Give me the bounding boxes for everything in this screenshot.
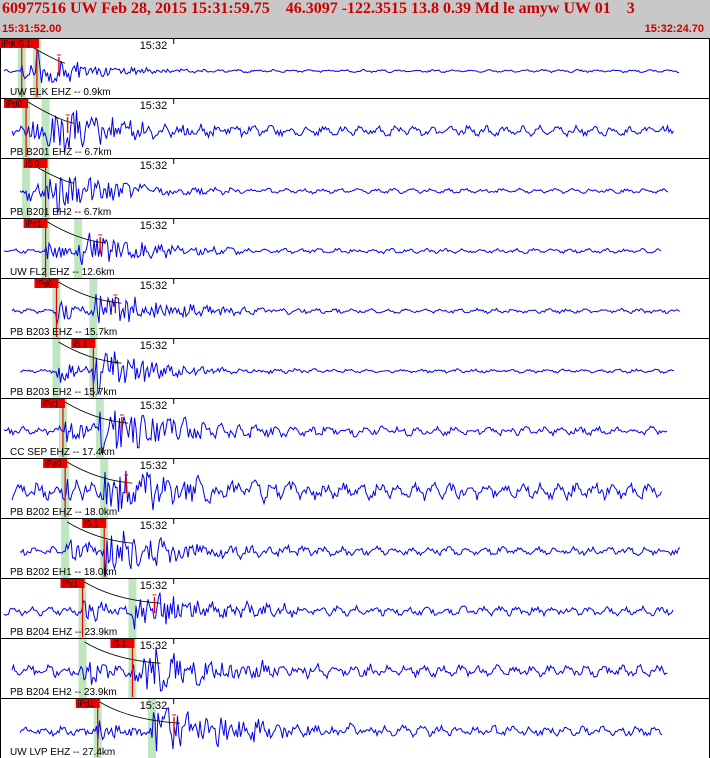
minute-label: 15:32	[140, 340, 168, 352]
s-pick-label: iS 1	[17, 40, 31, 49]
p-pick-flag[interactable]	[75, 699, 100, 708]
travel-time-curve	[84, 581, 161, 604]
s-pick-flag[interactable]	[110, 639, 135, 648]
s-window-highlight	[128, 579, 137, 638]
p-pick-label: iPd1	[78, 700, 95, 709]
event-title: 60977516 UW Feb 28, 2015 15:31:59.75 46.…	[2, 0, 635, 17]
station-label: CC SEP EHZ -- 17.4km	[10, 447, 115, 458]
minute-label: 15:32	[140, 400, 168, 412]
minute-label: 15:32	[140, 640, 168, 652]
p-pick-flag[interactable]	[43, 459, 68, 468]
station-label: PB B203 EH2 -- 15.7km	[10, 387, 117, 398]
station-label: PB B202 EH1 -- 18.0km	[10, 567, 117, 578]
minute-label: 15:32	[140, 280, 168, 292]
minute-label: 15:32	[140, 580, 168, 592]
s-pick-label: iS 0	[26, 160, 40, 169]
p-pick-label: iPd0	[6, 100, 23, 109]
p-pick-flag[interactable]	[0, 39, 24, 48]
s-pick-label: iS 1	[73, 340, 87, 349]
travel-time-curve	[27, 101, 74, 124]
s-pick-flag[interactable]	[71, 339, 96, 348]
waveform-trace[interactable]	[11, 110, 674, 153]
waveform-trace[interactable]	[3, 232, 662, 266]
p-pick-flag[interactable]	[23, 219, 48, 228]
window-start-time: 15:31:52.00	[2, 23, 62, 35]
p-pick-label: iPc1	[63, 580, 79, 589]
s-pick-flag[interactable]	[82, 519, 107, 528]
station-label: PB B203 EHZ -- 15.7km	[10, 327, 117, 338]
travel-time-curve	[58, 341, 122, 364]
s-window-highlight	[41, 99, 50, 158]
s-window-highlight	[95, 399, 104, 458]
waveform-trace[interactable]	[19, 176, 669, 214]
p-pick-label: iPc1	[26, 220, 42, 229]
waveform-trace[interactable]	[3, 49, 680, 84]
station-label: PB B204 EHZ -- 23.9km	[10, 627, 117, 638]
event-header: 60977516 UW Feb 28, 2015 15:31:59.75 46.…	[0, 0, 710, 38]
p-pick-flag[interactable]	[4, 99, 29, 108]
travel-time-curve	[66, 521, 133, 544]
station-label: UW LVP EHZ -- 27.4km	[10, 747, 115, 758]
minute-label: 15:32	[140, 460, 168, 472]
p-pick-label: iPc1	[43, 400, 59, 409]
station-label: PB B204 EH2 -- 23.9km	[10, 687, 117, 698]
station-label: PB B201 EHZ -- 6.7km	[10, 147, 112, 158]
travel-time-curve	[99, 701, 181, 724]
s-pick-label: iS 1	[112, 640, 126, 649]
s-pick-flag[interactable]	[23, 159, 48, 168]
s-window-highlight	[89, 279, 98, 338]
waveform-trace[interactable]	[11, 648, 668, 692]
minute-label: 15:32	[140, 160, 168, 172]
travel-time-curve	[47, 221, 107, 244]
minute-label: 15:32	[140, 40, 168, 52]
minute-label: 15:32	[140, 100, 168, 112]
s-pick-flag[interactable]	[14, 39, 39, 48]
p-pick-label: iPd0	[2, 40, 19, 49]
waveform-trace[interactable]	[20, 351, 675, 395]
p-pick-flag[interactable]	[40, 399, 65, 408]
station-label: PB B202 EHZ -- 18.0km	[10, 507, 117, 518]
minute-label: 15:32	[140, 220, 168, 232]
p-window-highlight	[52, 339, 61, 398]
station-label: UW FL2 EHZ -- 12.6km	[10, 267, 114, 278]
p-pick-label: iPd0	[36, 280, 53, 289]
p-window-highlight	[61, 519, 70, 578]
waveform-trace[interactable]	[3, 592, 674, 630]
station-label: UW ELK EHZ -- 0.9km	[10, 87, 111, 98]
waveform-trace[interactable]	[19, 530, 681, 577]
p-pick-flag[interactable]	[34, 279, 59, 288]
waveform-trace[interactable]	[11, 470, 662, 512]
station-label: PB B201 EH2 -- 6.7km	[10, 207, 111, 218]
s-pick-label: iS 1	[84, 520, 98, 529]
waveform-trace[interactable]	[11, 294, 680, 324]
s-window-highlight	[147, 699, 156, 758]
waveform-trace[interactable]	[3, 410, 668, 454]
minute-label: 15:32	[140, 700, 168, 712]
p-pick-label: iPd0	[45, 460, 62, 469]
waveform-trace[interactable]	[19, 707, 663, 752]
p-pick-flag[interactable]	[60, 579, 85, 588]
minute-label: 15:32	[140, 520, 168, 532]
p-window-highlight	[22, 159, 31, 218]
travel-time-curve	[84, 641, 161, 664]
window-end-time: 15:32:24.70	[644, 23, 704, 35]
